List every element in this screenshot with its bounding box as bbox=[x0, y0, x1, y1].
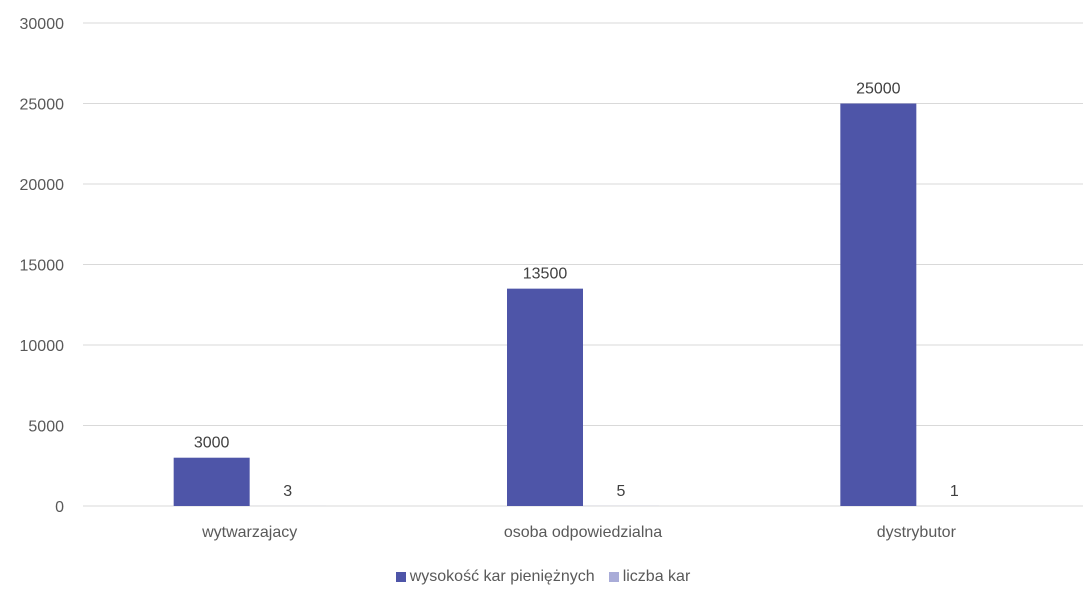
legend-label-count: liczba kar bbox=[622, 568, 691, 585]
data-label: 25000 bbox=[856, 81, 901, 98]
bar-amount bbox=[840, 103, 917, 506]
data-label: 1 bbox=[950, 483, 959, 500]
legend-swatch-count bbox=[608, 572, 619, 582]
data-label: 5 bbox=[617, 483, 626, 500]
y-tick-label: 5000 bbox=[28, 419, 64, 436]
data-label: 3 bbox=[283, 483, 292, 500]
x-category-label: osoba odpowiedzialna bbox=[504, 524, 662, 541]
bar-chart: 0 5000 10000 15000 20000 25000 30000 3000 3 1350… bbox=[20, 16, 1083, 541]
y-tick-label: 10000 bbox=[20, 338, 65, 355]
y-tick-label: 15000 bbox=[20, 258, 65, 275]
y-tick-label: 0 bbox=[55, 499, 64, 516]
y-tick-label: 20000 bbox=[20, 177, 65, 194]
legend-item-count: liczba kar bbox=[608, 568, 691, 586]
legend-item-amount: wysokość kar pieniężnych bbox=[395, 568, 595, 586]
y-axis-ticks: 0 5000 10000 15000 20000 25000 30000 bbox=[20, 16, 65, 516]
bars bbox=[173, 103, 993, 506]
data-label: 3000 bbox=[194, 435, 230, 452]
bar-amount bbox=[173, 457, 250, 506]
y-tick-label: 30000 bbox=[20, 16, 65, 33]
data-label: 13500 bbox=[523, 266, 568, 283]
x-category-label: wytwarzajacy bbox=[201, 524, 297, 541]
data-labels: 3000 3 13500 5 25000 1 bbox=[194, 81, 959, 500]
legend-swatch-amount bbox=[395, 572, 406, 582]
y-tick-label: 25000 bbox=[20, 97, 65, 114]
legend: wysokość kar pieniężnych liczba kar bbox=[0, 568, 1086, 586]
legend-label-amount: wysokość kar pieniężnych bbox=[409, 568, 595, 585]
bar-amount bbox=[507, 288, 583, 506]
x-axis-categories: wytwarzajacy osoba odpowiedzialna dystrybu… bbox=[201, 524, 956, 541]
x-category-label: dystrybutor bbox=[877, 524, 957, 541]
